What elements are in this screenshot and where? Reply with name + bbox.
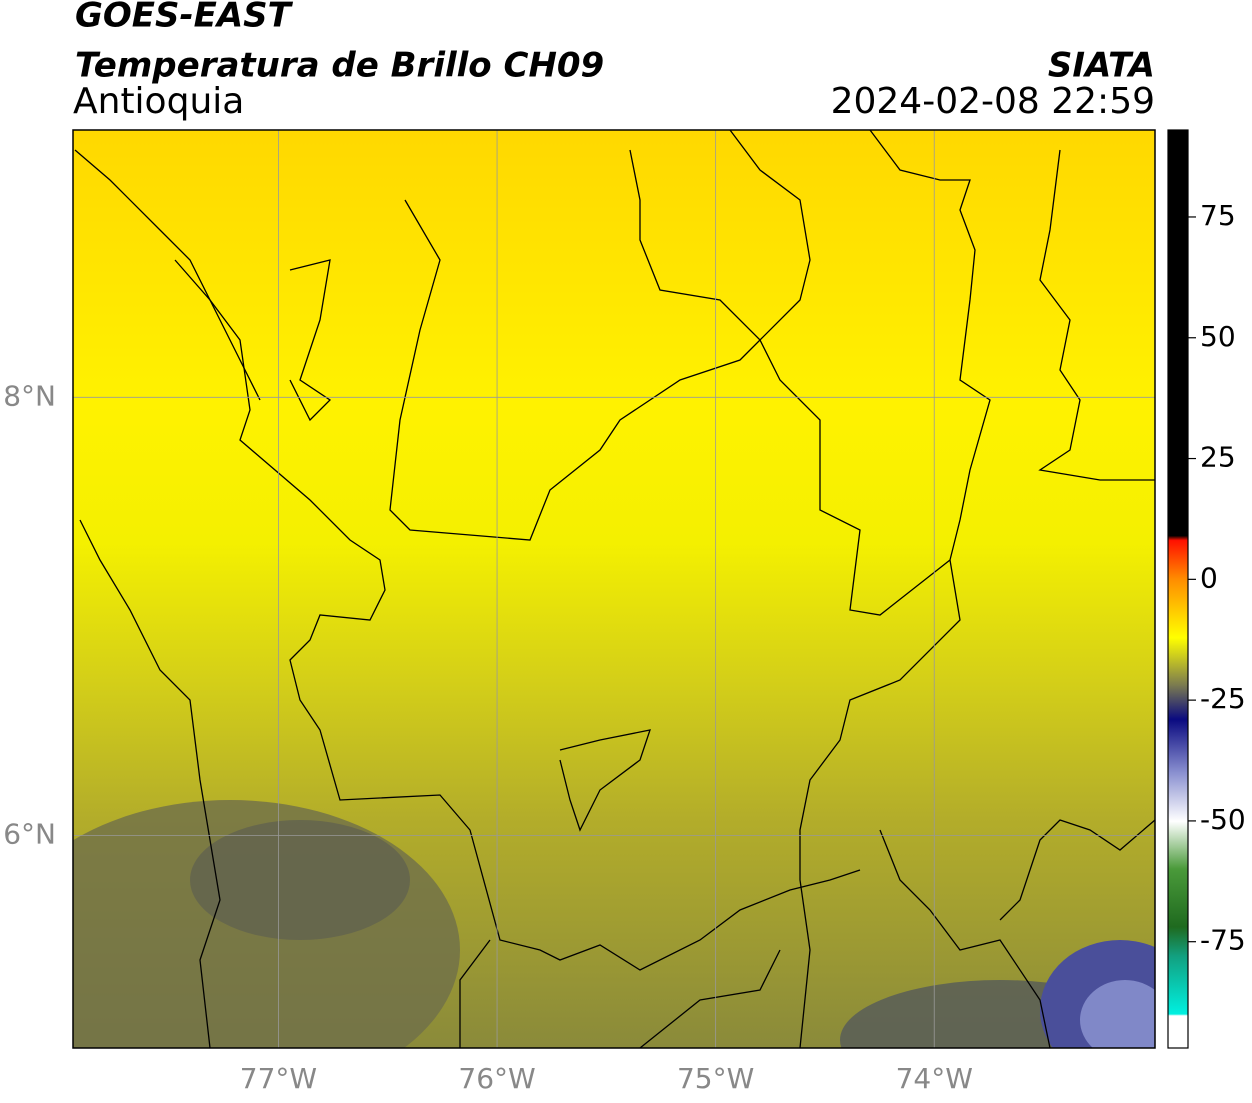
borders: [74, 130, 1155, 1048]
timestamp: 2024-02-08 22:59: [831, 81, 1155, 122]
cold-area: [190, 820, 410, 940]
graticule: [73, 130, 1155, 1048]
subtitle: Temperatura de Brillo CH09: [75, 46, 604, 86]
cold-area: [1080, 980, 1155, 1048]
lon-tick-label: 76°W: [458, 1062, 535, 1095]
colorbar-tick-label: -75: [1200, 924, 1246, 957]
lat-tick-label: 6°N: [3, 817, 56, 850]
colorbar-tick-label: -25: [1200, 682, 1246, 715]
lat-tick-label: 8°N: [3, 379, 56, 412]
colorbar-tick-label: 0: [1200, 561, 1218, 594]
region: Antioquia: [73, 81, 244, 122]
map-field: [73, 130, 1155, 1048]
colorbar-tick-label: 75: [1200, 199, 1236, 232]
title: GOES-EAST: [75, 0, 294, 36]
colorbar-tick-label: -50: [1200, 803, 1246, 836]
source: SIATA: [1048, 46, 1155, 86]
colorbar-tick-label: 50: [1200, 320, 1236, 353]
lon-tick-label: 77°W: [240, 1062, 317, 1095]
map-frame: [72, 129, 1156, 1049]
lon-tick-label: 75°W: [677, 1062, 754, 1095]
colorbar-tick-label: 25: [1200, 441, 1236, 474]
lon-tick-label: 74°W: [896, 1062, 973, 1095]
colorbar: [1167, 129, 1189, 1049]
